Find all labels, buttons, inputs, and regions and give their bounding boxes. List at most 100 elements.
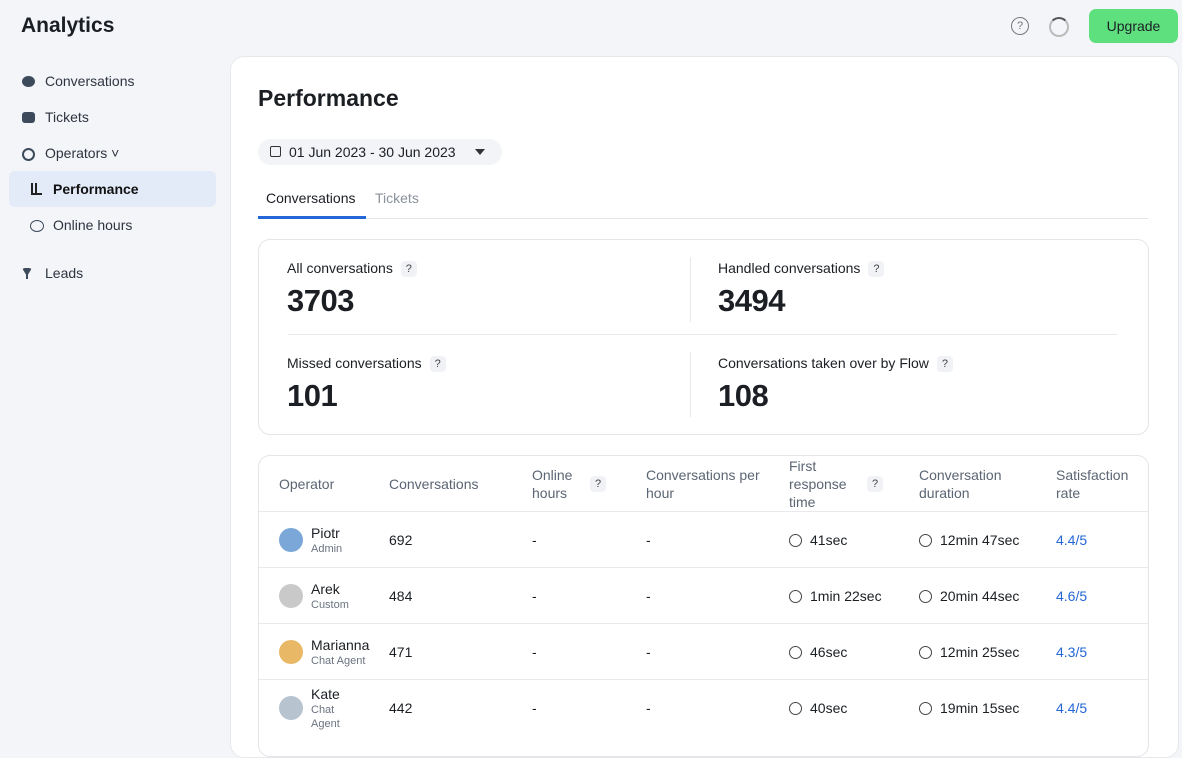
cell-text: - (532, 644, 537, 660)
help-icon[interactable]: ? (1011, 17, 1029, 35)
cell-text: 4.3/5 (1056, 644, 1088, 660)
cell-text: 12min 47sec (940, 532, 1020, 548)
main-panel (230, 56, 1179, 758)
cell-text: 692 (389, 532, 413, 548)
help-icon[interactable]: ? (936, 356, 953, 373)
cell-text: 40sec (810, 700, 848, 716)
stat-label-row: Handled conversations? (718, 260, 885, 278)
cell-text: - (646, 700, 651, 716)
table-row: Piotr Admin 692 - - 41sec 12min 47sec 4.4/5 (259, 511, 1148, 568)
help-icon[interactable]: ? (400, 261, 417, 278)
upgrade-button[interactable]: Upgrade (1089, 9, 1178, 43)
loading-icon (1049, 17, 1069, 37)
table-row: Arek Custom 484 - - 1min 22sec 20min 44sec 4.6/… (259, 567, 1148, 624)
table-cell: 41sec (789, 512, 899, 568)
operator-cell: Arek Custom (279, 568, 384, 624)
operator-info: Piotr Admin (311, 525, 342, 556)
operator-role: Admin (311, 542, 343, 555)
operator-cell: Piotr Admin (279, 512, 384, 568)
table-cell: 12min 25sec (919, 624, 1049, 680)
table-cell[interactable]: 4.3/5 (1056, 624, 1146, 680)
tab-active[interactable]: Conversations (266, 190, 356, 206)
table-cell[interactable]: 4.4/5 (1056, 680, 1146, 736)
nav-icon (30, 220, 44, 232)
avatar (279, 640, 303, 664)
cell-text: 471 (389, 644, 413, 660)
nav-item[interactable]: Operators ˅ (45, 145, 120, 161)
help-icon[interactable]: ? (868, 261, 885, 278)
table-cell: - (646, 624, 776, 680)
stat-value: 101 (287, 378, 338, 414)
operator-role: Custom (311, 598, 349, 611)
table-cell: 46sec (789, 624, 899, 680)
cell-text: 41sec (810, 532, 848, 548)
column-title: Operator (279, 475, 335, 492)
stat-value: 3494 (718, 283, 785, 319)
column-title: Conversation duration (919, 466, 1002, 501)
table-cell: 442 (389, 680, 519, 736)
column-header: Conversations per hour (646, 456, 776, 511)
operators-table: Operator Conversations Online hours? Conver… (258, 455, 1149, 757)
nav-item[interactable]: Conversations (45, 73, 135, 89)
table-cell: - (532, 512, 622, 568)
stat-label-row: All conversations? (287, 260, 417, 278)
clock-icon (919, 645, 932, 659)
stat-value: 108 (718, 378, 769, 414)
stat-label: Missed conversations (287, 355, 422, 371)
table-cell: - (646, 568, 776, 624)
table-cell: 19min 15sec (919, 680, 1049, 736)
clock-icon (789, 701, 802, 715)
table-row: Marianna Chat Agent 471 - - 46sec 12min 25sec 4… (259, 623, 1148, 680)
operator-role: Chat Agent (311, 654, 366, 667)
table-cell: 40sec (789, 680, 899, 736)
avatar (279, 584, 303, 608)
clock-icon (789, 645, 802, 659)
cell-text: - (532, 700, 537, 716)
table-cell[interactable]: 4.6/5 (1056, 568, 1146, 624)
column-header: Conversations (389, 456, 519, 511)
tab[interactable]: Tickets (375, 190, 419, 206)
clock-icon (789, 589, 802, 603)
operator-cell: Kate Chat Agent (279, 680, 384, 736)
column-header: Satisfaction rate (1056, 456, 1146, 511)
operator-name: Kate (311, 685, 340, 702)
nav-item[interactable]: Leads (45, 265, 84, 281)
column-header: First response time? (789, 456, 899, 511)
table-row: Kate Chat Agent 442 - - 40sec 19min 15sec 4.4/5 (259, 679, 1148, 736)
help-icon[interactable]: ? (867, 475, 883, 492)
nav-item[interactable]: Tickets (45, 109, 89, 125)
clock-icon (919, 533, 932, 547)
stat-label: All conversations (287, 260, 393, 276)
column-header: Conversation duration (919, 456, 1049, 511)
cell-text: - (646, 644, 651, 660)
table-cell[interactable]: 4.4/5 (1056, 512, 1146, 568)
nav-item[interactable]: Online hours (53, 217, 133, 233)
nav-item[interactable]: Performance (53, 181, 139, 197)
date-picker[interactable]: 01 Jun 2023 - 30 Jun 2023 (258, 139, 502, 165)
cell-text: 19min 15sec (940, 700, 1020, 716)
cell-text: 12min 25sec (940, 644, 1020, 660)
tab-divider (258, 218, 1148, 219)
stat-value: 3703 (287, 283, 354, 319)
avatar (279, 696, 303, 720)
help-icon[interactable]: ? (429, 356, 446, 373)
cell-text: 484 (389, 588, 413, 604)
table-cell: 471 (389, 624, 519, 680)
cell-text: 20min 44sec (940, 588, 1020, 604)
table-cell: 692 (389, 512, 519, 568)
column-header: Online hours? (532, 456, 622, 511)
bar-icon (31, 183, 42, 195)
stat: All conversations? 3703 (287, 260, 417, 319)
nav-label: Operators (45, 145, 108, 161)
operator-info: Arek Custom (311, 581, 349, 612)
operator-info: Marianna Chat Agent (311, 637, 369, 668)
cell-text: - (532, 532, 537, 548)
active-nav-bg (9, 171, 216, 207)
operator-name: Piotr (311, 524, 340, 541)
column-title: Online hours (532, 466, 573, 501)
stat: Missed conversations? 101 (287, 355, 446, 414)
cell-text: 4.4/5 (1056, 700, 1088, 716)
help-icon[interactable]: ? (590, 475, 606, 492)
clock-icon (789, 533, 802, 547)
operator-cell: Marianna Chat Agent (279, 624, 384, 680)
